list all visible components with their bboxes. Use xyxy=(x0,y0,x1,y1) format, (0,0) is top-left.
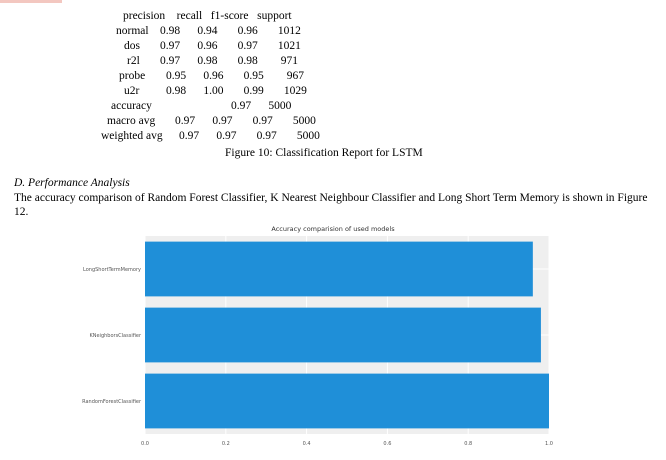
report-row-values: 0.97 0.96 0.97 1021 xyxy=(160,40,301,52)
chart-canvas: 0.0 0.2 0.4 0.6 0.8 1.0 LongShortTermMemory KNe… xyxy=(82,236,553,447)
x-tick-label: 0.2 xyxy=(222,441,230,447)
x-tick-label: 0.8 xyxy=(464,441,472,447)
figure-caption: Figure 10: Classification Report for LST… xyxy=(225,147,423,159)
report-row-values: 0.98 1.00 0.99 1029 xyxy=(166,85,307,97)
report-row-label: probe xyxy=(119,70,146,82)
section-heading: D. Performance Analysis xyxy=(14,177,130,189)
x-tick-label: 1.0 xyxy=(545,441,553,447)
chart-title: Accuracy comparision of used models xyxy=(271,225,395,233)
corner-mark xyxy=(0,0,62,3)
report-macro-label: macro avg xyxy=(107,115,156,127)
report-row-values: 0.98 0.94 0.96 1012 xyxy=(160,25,301,37)
report-row-values: 0.97 0.98 0.98 971 xyxy=(160,55,298,67)
report-accuracy-label: accuracy xyxy=(111,100,152,112)
report-weighted-values: 0.97 0.97 0.97 5000 xyxy=(179,130,320,142)
bar xyxy=(145,307,541,363)
report-header: precision recall f1-score support xyxy=(123,10,292,22)
report-row-label: dos xyxy=(124,40,140,52)
bar xyxy=(145,373,549,429)
y-tick-label: KNeighborsClassifier xyxy=(89,333,141,339)
report-row-values: 0.95 0.96 0.95 967 xyxy=(166,70,304,82)
body-paragraph: The accuracy comparison of Random Forest… xyxy=(14,192,648,218)
y-tick-label: LongShortTermMemory xyxy=(83,267,141,273)
classification-report: precision recall f1-score support normal… xyxy=(0,0,666,145)
report-accuracy-values: 0.97 5000 xyxy=(231,100,292,112)
bar xyxy=(145,241,533,297)
report-row-label: r2l xyxy=(127,55,140,67)
report-macro-values: 0.97 0.97 0.97 5000 xyxy=(175,115,316,127)
report-row-label: normal xyxy=(116,25,149,37)
x-tick-label: 0.0 xyxy=(141,441,149,447)
report-weighted-label: weighted avg xyxy=(101,130,163,142)
x-tick-label: 0.6 xyxy=(383,441,391,447)
y-tick-label: RandomForestClassifier xyxy=(82,399,142,405)
accuracy-chart: Accuracy comparision of used models 0.0 0… xyxy=(0,222,666,460)
x-tick-label: 0.4 xyxy=(303,441,311,447)
report-row-label: u2r xyxy=(124,85,140,97)
